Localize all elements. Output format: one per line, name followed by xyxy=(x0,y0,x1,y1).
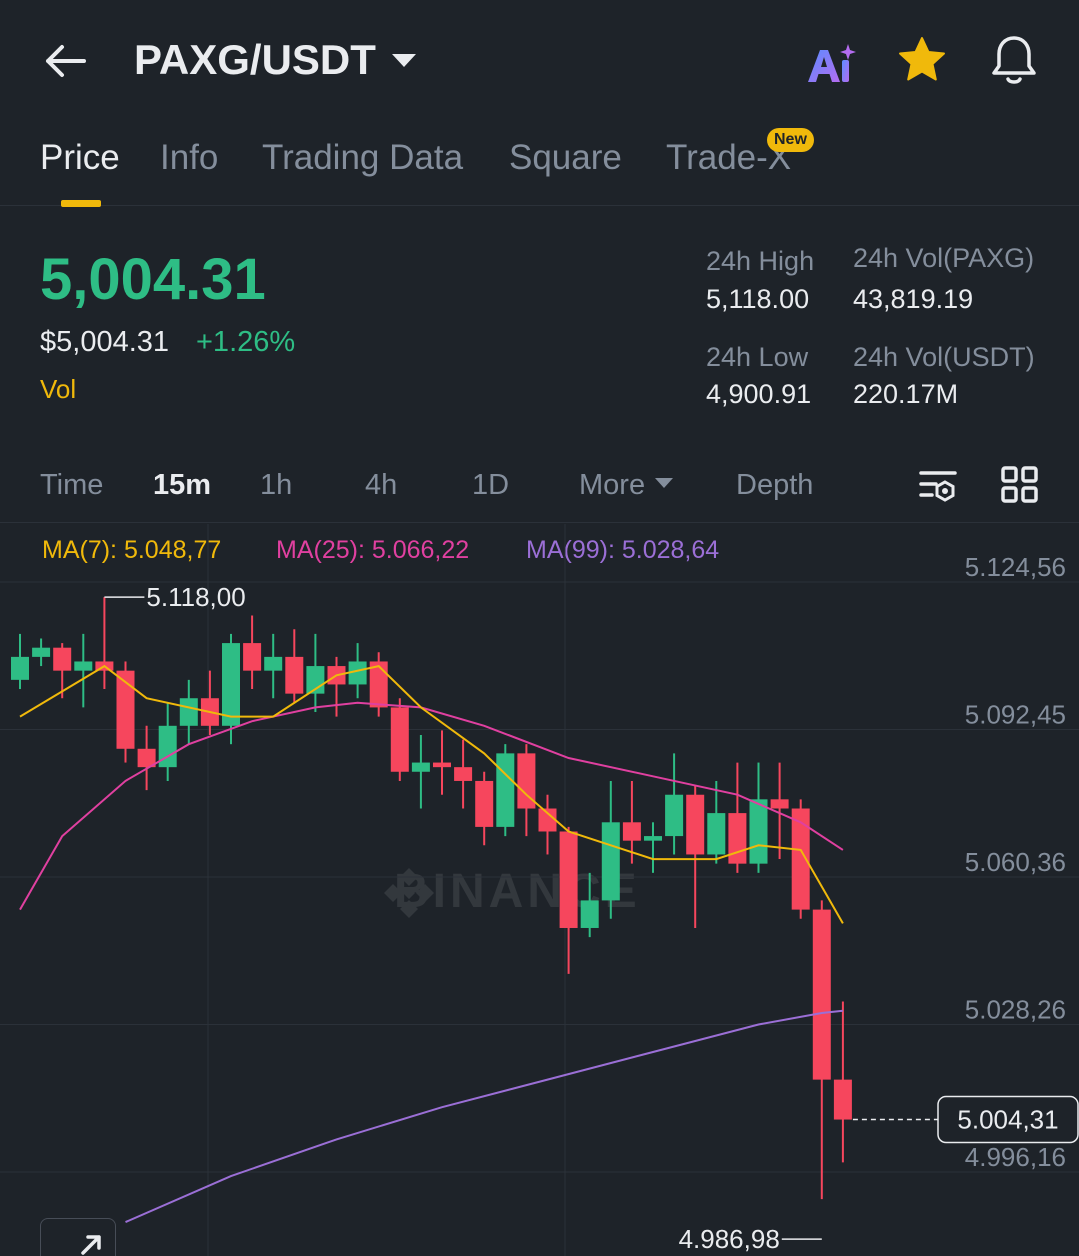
last-price-tag-box xyxy=(937,1095,1079,1144)
candle-body xyxy=(369,661,388,708)
candle-body xyxy=(770,799,789,809)
candle-body xyxy=(665,794,684,837)
interval-1d[interactable]: 1D xyxy=(472,469,510,501)
candle-body xyxy=(285,656,304,694)
ai-icon[interactable] xyxy=(804,40,860,86)
expand-arrow-icon xyxy=(81,1235,101,1255)
high-24h-value: 5,118.00 xyxy=(706,284,810,314)
favorite-star-icon[interactable] xyxy=(896,34,948,86)
candle-body xyxy=(116,670,135,749)
caret-down-icon xyxy=(391,53,416,67)
vol-base-label: 24h Vol(PAXG) xyxy=(853,243,1035,273)
y-axis-tick-label: 5.092,45 xyxy=(965,700,1066,730)
candle-body xyxy=(686,794,705,855)
vol-link[interactable]: Vol xyxy=(40,374,77,404)
min-price-marker: 4.986,98 xyxy=(679,1224,780,1254)
new-badge: New xyxy=(767,128,814,152)
candle-body xyxy=(580,900,599,928)
ma25-line xyxy=(19,701,844,911)
interval-4h[interactable]: 4h xyxy=(365,469,398,501)
low-24h-label: 24h Low xyxy=(706,342,809,372)
ma99-label: MA(99): 5.028,64 xyxy=(526,536,720,564)
interval-15m[interactable]: 15m xyxy=(153,469,212,501)
candle-body xyxy=(496,753,515,827)
candle-body xyxy=(475,780,494,827)
candle-body xyxy=(222,643,240,726)
main-tabs: Price Info Trading Data Square Trade-X N… xyxy=(0,120,1079,207)
candle-body xyxy=(707,813,726,855)
candle-body xyxy=(179,698,198,726)
candle-body xyxy=(74,661,93,671)
expand-chart-button[interactable] xyxy=(40,1218,116,1256)
candle-body xyxy=(749,799,768,864)
interval-time[interactable]: Time xyxy=(40,469,104,501)
y-axis-tick-label: 4.996,16 xyxy=(965,1142,1066,1172)
tab-info[interactable]: Info xyxy=(160,138,219,177)
chart-svg: 5.124,56 5.092,45 5.060,36 5.028,26 4.996,16… xyxy=(0,524,1079,1256)
back-arrow-icon[interactable] xyxy=(40,36,90,86)
candle-body xyxy=(411,762,430,772)
candle-body xyxy=(11,656,29,680)
ma99-line xyxy=(125,1009,844,1224)
candle-body xyxy=(32,647,51,657)
candle-body xyxy=(390,707,409,772)
candle-body xyxy=(348,661,367,685)
price-change-percent: +1.26% xyxy=(196,326,296,358)
binance-logo-icon xyxy=(384,868,434,918)
y-axis-tick-label: 5.028,26 xyxy=(965,995,1066,1025)
candle-body xyxy=(601,822,620,901)
vol-base-value: 43,819.19 xyxy=(853,284,974,314)
interval-more[interactable]: More xyxy=(579,469,674,502)
candle-body xyxy=(559,831,578,928)
last-price: 5,004.31 xyxy=(40,247,266,312)
layout-grid-icon[interactable] xyxy=(1000,465,1040,505)
interval-more-label: More xyxy=(579,469,646,501)
pair-selector[interactable]: PAXG/USDT xyxy=(134,36,416,84)
candle-body xyxy=(644,836,662,841)
max-price-marker: 5.118,00 xyxy=(146,582,245,612)
candle-body xyxy=(53,647,72,671)
candle-body xyxy=(812,909,831,1080)
tab-square[interactable]: Square xyxy=(509,138,622,177)
candle-body xyxy=(137,748,156,768)
y-axis-tick-label: 5.124,56 xyxy=(965,552,1066,582)
candle-body xyxy=(791,808,810,910)
candle-body xyxy=(728,813,747,864)
active-tab-indicator xyxy=(61,200,101,207)
vol-quote-value: 220.17M xyxy=(853,379,959,409)
caret-down-icon xyxy=(655,478,674,489)
candle-body xyxy=(622,822,641,841)
chart-settings-icon[interactable] xyxy=(918,465,960,507)
vol-quote-label: 24h Vol(USDT) xyxy=(853,342,1035,372)
tab-price[interactable]: Price xyxy=(40,138,120,177)
ma25-label: MA(25): 5.066,22 xyxy=(276,536,470,564)
candle-body xyxy=(517,753,536,809)
app-header: PAXG/USDT xyxy=(0,0,1079,120)
candle-body xyxy=(243,643,262,671)
candlestick-chart[interactable]: BINANCE 5.124,56 5.092,45 5.060,36 5.028,26… xyxy=(0,524,1079,1256)
candle-body xyxy=(264,656,283,671)
candle-body xyxy=(433,762,451,768)
ma7-line xyxy=(19,664,844,924)
interval-1h[interactable]: 1h xyxy=(260,469,293,501)
candle-body xyxy=(454,767,473,781)
tab-trading-data[interactable]: Trading Data xyxy=(262,138,464,177)
candle-body xyxy=(158,725,177,768)
high-24h-label: 24h High xyxy=(706,246,815,276)
bell-icon[interactable] xyxy=(988,32,1040,88)
interval-bar: Time 15m 1h 4h 1D More Depth xyxy=(0,455,1079,523)
y-axis-tick-label: 5.060,36 xyxy=(965,847,1066,877)
low-24h-value: 4,900.91 xyxy=(706,379,812,409)
ma7-label: MA(7): 5.048,77 xyxy=(42,536,222,564)
candle-body xyxy=(538,808,557,832)
last-price-usd: $5,004.31 xyxy=(40,326,170,358)
pair-label: PAXG/USDT xyxy=(134,36,376,83)
candle-body xyxy=(833,1079,852,1120)
interval-depth[interactable]: Depth xyxy=(736,469,814,501)
last-price-tag: 5.004,31 xyxy=(957,1105,1058,1135)
